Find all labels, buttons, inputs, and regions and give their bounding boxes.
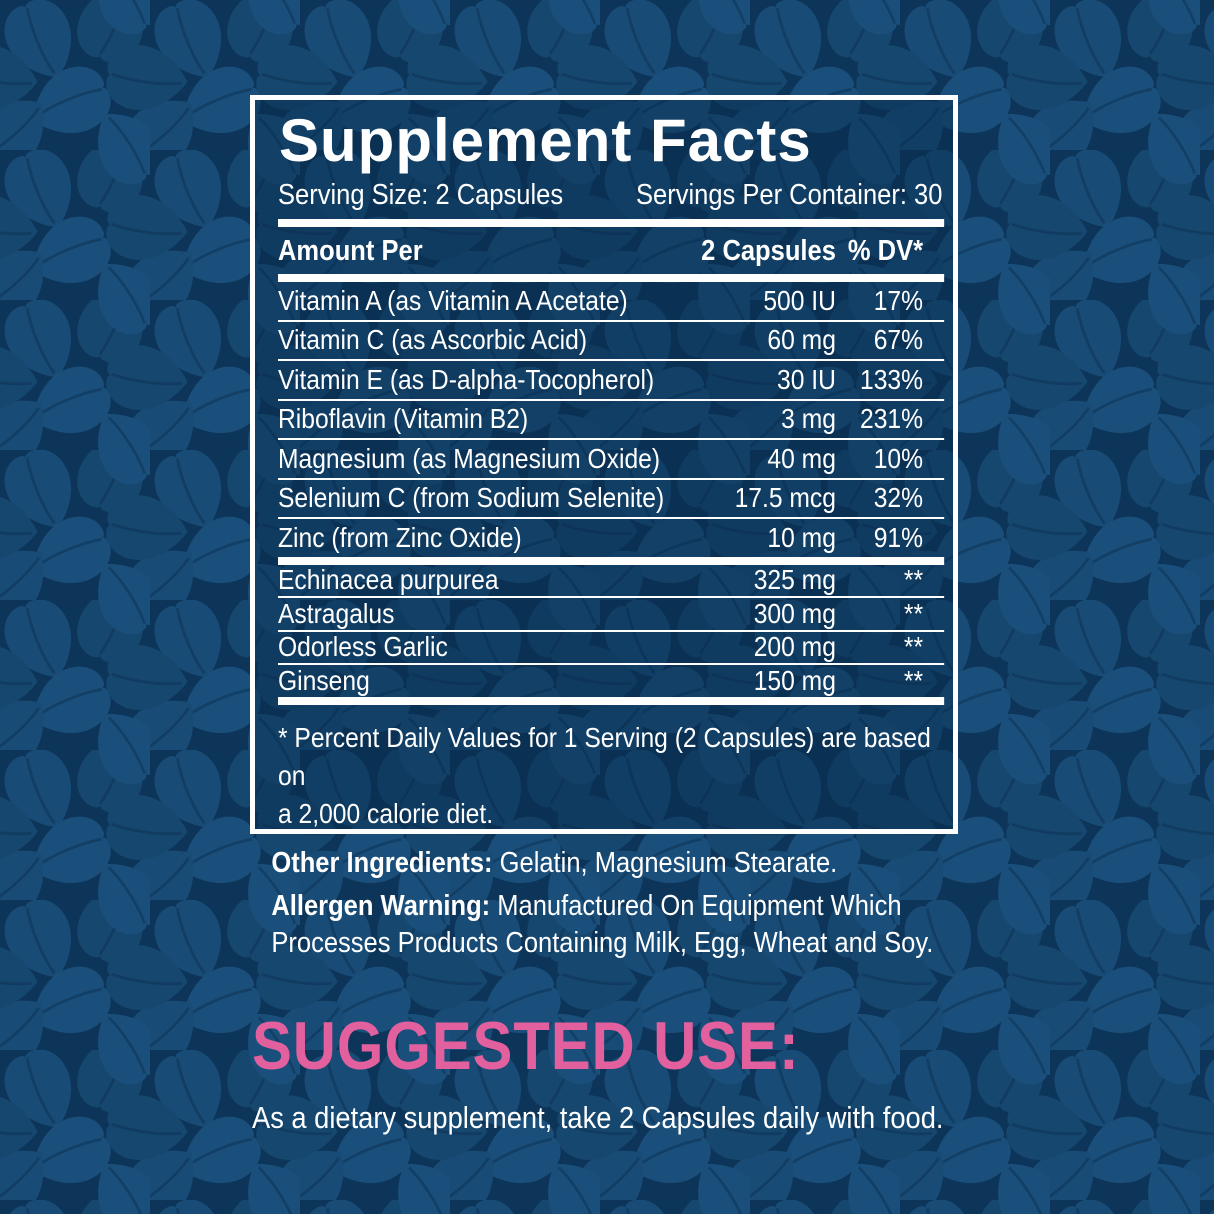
nutrient-dv: 91%	[873, 521, 924, 553]
nutrient-name: Riboflavin (Vitamin B2)	[278, 403, 529, 435]
serving-size: Serving Size: 2 Capsules	[278, 179, 564, 211]
allergen-warning-label: Allergen Warning:	[271, 890, 491, 922]
table-row: Vitamin C (as Ascorbic Acid) 60 mg 67%	[278, 322, 945, 361]
nutrient-amount: 30 IU	[777, 363, 836, 395]
nutrient-name: Selenium C (from Sodium Selenite)	[278, 482, 665, 514]
table-row: Magnesium (as Magnesium Oxide) 40 mg 10%	[278, 440, 945, 480]
nutrient-amount: 40 mg	[767, 442, 836, 474]
panel-title: Supplement Facts	[279, 107, 812, 174]
nutrient-amount: 300 mg	[753, 597, 836, 629]
nutrient-name: Magnesium (as Magnesium Oxide)	[278, 442, 661, 474]
divider-thick	[278, 219, 945, 227]
table-row: Echinacea purpurea 325 mg **	[278, 564, 945, 598]
table-row: Selenium C (from Sodium Selenite) 17.5 m…	[278, 480, 945, 519]
nutrient-dv: 67%	[873, 324, 924, 356]
footnote-not-established: ** Daily Value (DV) not established.	[278, 833, 944, 835]
nutrient-amount: 60 mg	[767, 324, 836, 356]
nutrient-dv: **	[903, 631, 924, 663]
nutrient-dv: 231%	[860, 403, 924, 435]
table-row: Astragalus 300 mg **	[278, 597, 945, 632]
other-ingredients-text: Gelatin, Magnesium Stearate.	[499, 847, 838, 879]
footnotes: * Percent Daily Values for 1 Serving (2 …	[278, 719, 944, 835]
nutrient-amount: 3 mg	[781, 403, 836, 435]
nutrient-dv: 133%	[860, 363, 924, 395]
nutrient-name: Zinc (from Zinc Oxide)	[278, 521, 522, 553]
nutrient-name: Astragalus	[278, 597, 395, 629]
nutrient-name: Vitamin E (as D-alpha-Tocopherol)	[278, 363, 655, 395]
table-row: Vitamin E (as D-alpha-Tocopherol) 30 IU …	[278, 361, 945, 401]
nutrient-amount: 10 mg	[767, 521, 836, 553]
suggested-use-heading: SUGGESTED USE:	[252, 1008, 800, 1084]
column-header-amount-per: Amount Per	[278, 235, 423, 267]
nutrient-amount: 17.5 mcg	[734, 482, 836, 514]
divider-thick	[278, 274, 945, 282]
table-row: Odorless Garlic 200 mg **	[278, 631, 945, 665]
footnote-dv-line1: * Percent Daily Values for 1 Serving (2 …	[278, 721, 931, 791]
suggested-use-text: As a dietary supplement, take 2 Capsules…	[252, 1100, 944, 1135]
other-ingredients-label: Other Ingredients:	[271, 847, 493, 879]
supplement-facts-panel: Supplement Facts Serving Size: 2 Capsule…	[250, 95, 958, 834]
servings-per-container: Servings Per Container: 30	[635, 179, 943, 211]
nutrient-name: Vitamin A (as Vitamin A Acetate)	[278, 284, 628, 316]
nutrient-dv: **	[903, 597, 924, 629]
table-header-row: Amount Per 2 Capsules % DV*	[278, 227, 944, 274]
table-row: Ginseng 150 mg **	[278, 665, 944, 697]
suggested-use-section: SUGGESTED USE: As a dietary supplement, …	[252, 1012, 974, 1136]
serving-info-row: Serving Size: 2 Capsules Servings Per Co…	[278, 179, 944, 212]
footnote-dv-line2: a 2,000 calorie diet.	[278, 797, 494, 829]
nutrient-dv: 17%	[873, 284, 924, 316]
ingredients-section: Other Ingredients: Gelatin, Magnesium St…	[252, 845, 956, 968]
nutrient-name: Ginseng	[278, 664, 370, 696]
nutrient-name: Odorless Garlic	[278, 631, 448, 663]
nutrient-amount: 325 mg	[753, 564, 836, 596]
nutrient-name: Echinacea purpurea	[278, 564, 499, 596]
nutrient-name: Vitamin C (as Ascorbic Acid)	[278, 324, 588, 356]
column-header-dv: % DV*	[847, 235, 924, 267]
nutrient-dv: 32%	[873, 482, 924, 514]
nutrient-dv: **	[903, 564, 924, 596]
nutrient-amount: 500 IU	[763, 284, 836, 316]
divider-thick	[278, 696, 945, 705]
nutrient-amount: 200 mg	[753, 631, 836, 663]
allergen-warning-line: Allergen Warning: Manufactured On Equipm…	[271, 888, 940, 962]
allergen-warning-text: Manufactured On Equipment Which Processe…	[271, 890, 934, 959]
nutrient-dv: 10%	[873, 442, 924, 474]
table-row: Riboflavin (Vitamin B2) 3 mg 231%	[278, 401, 945, 440]
other-ingredients-line: Other Ingredients: Gelatin, Magnesium St…	[271, 845, 940, 882]
column-header-per-serving: 2 Capsules	[701, 235, 836, 267]
table-row: Vitamin A (as Vitamin A Acetate) 500 IU …	[278, 282, 945, 322]
nutrient-amount: 150 mg	[753, 664, 836, 696]
nutrient-dv: **	[903, 664, 924, 696]
divider-thick	[278, 556, 945, 565]
table-row: Zinc (from Zinc Oxide) 10 mg 91%	[278, 519, 944, 557]
